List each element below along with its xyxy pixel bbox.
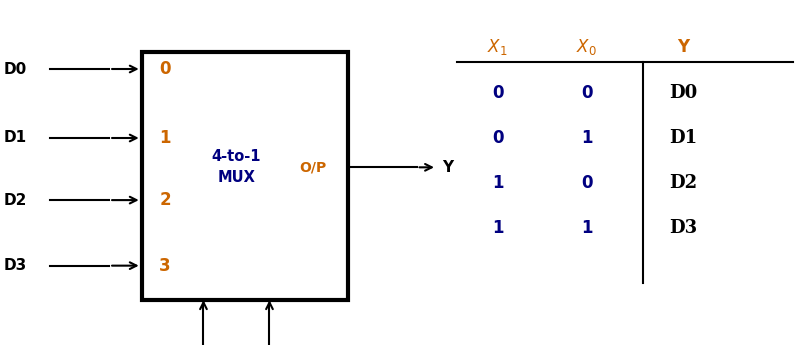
Text: 4-to-1
MUX: 4-to-1 MUX: [212, 149, 261, 185]
Text: $X_1$: $X_1$: [487, 37, 508, 57]
Text: 0: 0: [581, 84, 592, 102]
Text: D1: D1: [4, 130, 28, 146]
Bar: [142, 52, 348, 300]
Text: 0: 0: [492, 84, 503, 102]
Text: D3: D3: [670, 219, 697, 237]
Text: 1: 1: [159, 129, 171, 147]
Text: 2: 2: [159, 191, 171, 209]
Text: D0: D0: [4, 61, 28, 77]
Text: 0: 0: [492, 129, 503, 147]
Text: D2: D2: [4, 193, 28, 208]
Text: 0: 0: [581, 174, 592, 192]
Text: 0: 0: [159, 60, 171, 78]
Text: D1: D1: [670, 129, 697, 147]
Text: D0: D0: [670, 84, 697, 102]
Text: 1: 1: [581, 219, 592, 237]
Text: D2: D2: [670, 174, 697, 192]
Text: 1: 1: [492, 219, 503, 237]
Text: $X_0$: $X_0$: [576, 37, 597, 57]
Text: Y: Y: [443, 160, 454, 175]
Text: 1: 1: [581, 129, 592, 147]
Text: 1: 1: [492, 174, 503, 192]
Text: O/P: O/P: [299, 160, 326, 174]
Text: 3: 3: [159, 257, 171, 275]
Text: D3: D3: [4, 258, 28, 273]
Text: Y: Y: [678, 38, 689, 56]
